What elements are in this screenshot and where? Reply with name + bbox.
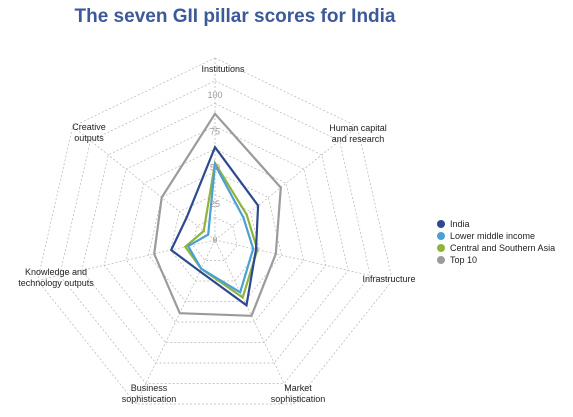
grid-ring (103, 125, 327, 343)
series-top-10 (153, 111, 282, 317)
legend-label-top-10: Top 10 (450, 255, 478, 265)
radar-series (153, 111, 282, 317)
grid-ring (125, 148, 305, 323)
axis-label-human-capital-and-research: Human capital and research (329, 123, 387, 144)
tick-label: 50 (210, 163, 220, 173)
legend-label-lower-middle-income: Lower middle income (450, 231, 536, 241)
tick-label: 75 (210, 126, 220, 136)
tick-label: 25 (210, 199, 220, 209)
axis-label-knowledge-and-technology-outputs: Knowledge and technology outputs (18, 267, 94, 288)
series-central-and-southern-asia (183, 160, 259, 300)
legend-item-central-southern-asia: Central and Southern Asia (437, 242, 555, 254)
axis-label-creative-outputs: Creative outputs (72, 122, 106, 143)
axis-label-business-sophistication: Business sophistication (122, 383, 177, 404)
radar-grid (37, 57, 393, 405)
series-lower-middle-income (186, 160, 255, 294)
tick-label: 0 (212, 235, 217, 245)
radar-axis-labels: Institutions Human capital and research Inf… (18, 64, 415, 404)
grid-ring (59, 80, 371, 384)
tick-label: 100 (207, 90, 222, 100)
legend-label-central-southern-asia: Central and Southern Asia (450, 243, 556, 253)
legend: India Lower middle income Central and So… (437, 218, 555, 266)
legend-item-india: India (437, 218, 555, 230)
legend-item-top-10: Top 10 (437, 254, 555, 266)
chart-title: The seven GII pillar scores for India (74, 6, 396, 27)
grid-ring (192, 216, 238, 261)
radar-tick-labels: 0 25 50 75 100 (207, 90, 222, 245)
grid-ring (37, 57, 393, 405)
legend-item-lower-middle-income: Lower middle income (437, 230, 555, 242)
legend-label-india: India (450, 219, 470, 229)
legend-swatch-lower-middle-income (437, 232, 445, 240)
legend-swatch-top-10 (437, 256, 445, 264)
axis-label-market-sophistication: Market sophistication (271, 383, 326, 404)
series-india (169, 144, 260, 308)
legend-swatch-india (437, 220, 445, 228)
axis-label-institutions: Institutions (201, 64, 245, 74)
axis-label-infrastructure: Infrastructure (362, 274, 415, 284)
legend-swatch-central-southern-asia (437, 244, 445, 252)
